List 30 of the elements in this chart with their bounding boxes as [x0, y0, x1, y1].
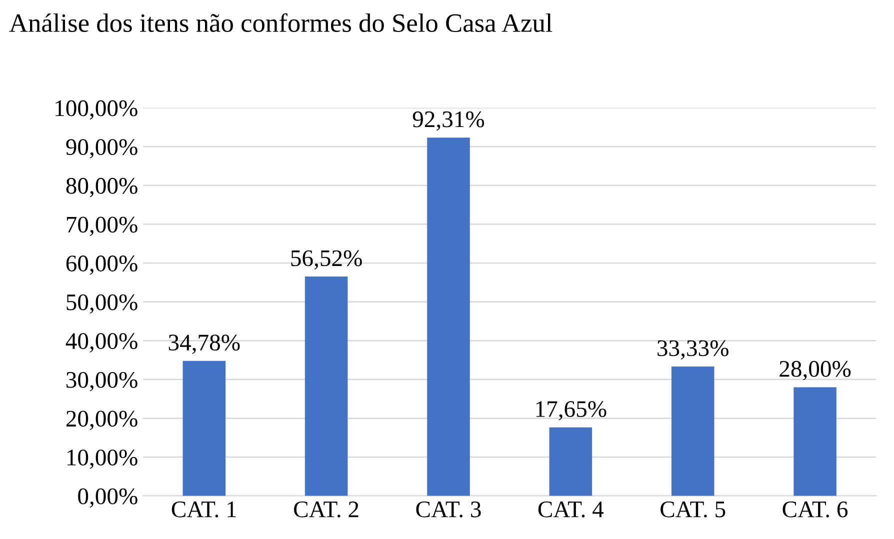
- data-label: 56,52%: [291, 250, 362, 270]
- y-tick-label: 30,00%: [66, 372, 138, 392]
- x-tick-label: CAT. 2: [294, 501, 358, 518]
- y-tick-label: 80,00%: [66, 178, 138, 198]
- y-tick-label: 60,00%: [66, 256, 138, 275]
- data-label: 33,33%: [658, 340, 728, 360]
- data-label: 28,00%: [780, 360, 851, 380]
- y-tick-label: 90,00%: [66, 139, 138, 158]
- y-tick-label: 10,00%: [67, 450, 138, 469]
- data-label: 17,65%: [536, 401, 606, 420]
- chart-title: Análise dos itens não conformes do Selo Casa Azul: [9, 13, 552, 32]
- y-tick-label: 0,00%: [78, 488, 138, 508]
- x-tick-label: CAT. 6: [782, 501, 848, 518]
- bar: [671, 366, 714, 496]
- bar: [549, 427, 592, 496]
- x-tick-label: CAT. 1: [172, 501, 236, 518]
- data-label: 34,78%: [168, 334, 240, 354]
- data-label: 92,31%: [412, 111, 484, 131]
- bar: [427, 138, 470, 496]
- y-tick-label: 100,00%: [56, 100, 138, 120]
- y-tick-label: 20,00%: [66, 410, 138, 430]
- y-tick-label: 40,00%: [66, 333, 138, 352]
- bar: [304, 276, 348, 496]
- x-tick-label: CAT. 5: [660, 501, 726, 518]
- bar: [182, 360, 226, 496]
- y-tick-label: 50,00%: [66, 294, 138, 314]
- y-tick-label: 70,00%: [66, 216, 138, 236]
- bar: [794, 387, 836, 496]
- x-tick-label: CAT. 3: [416, 501, 481, 518]
- x-tick-label: CAT. 4: [538, 501, 604, 518]
